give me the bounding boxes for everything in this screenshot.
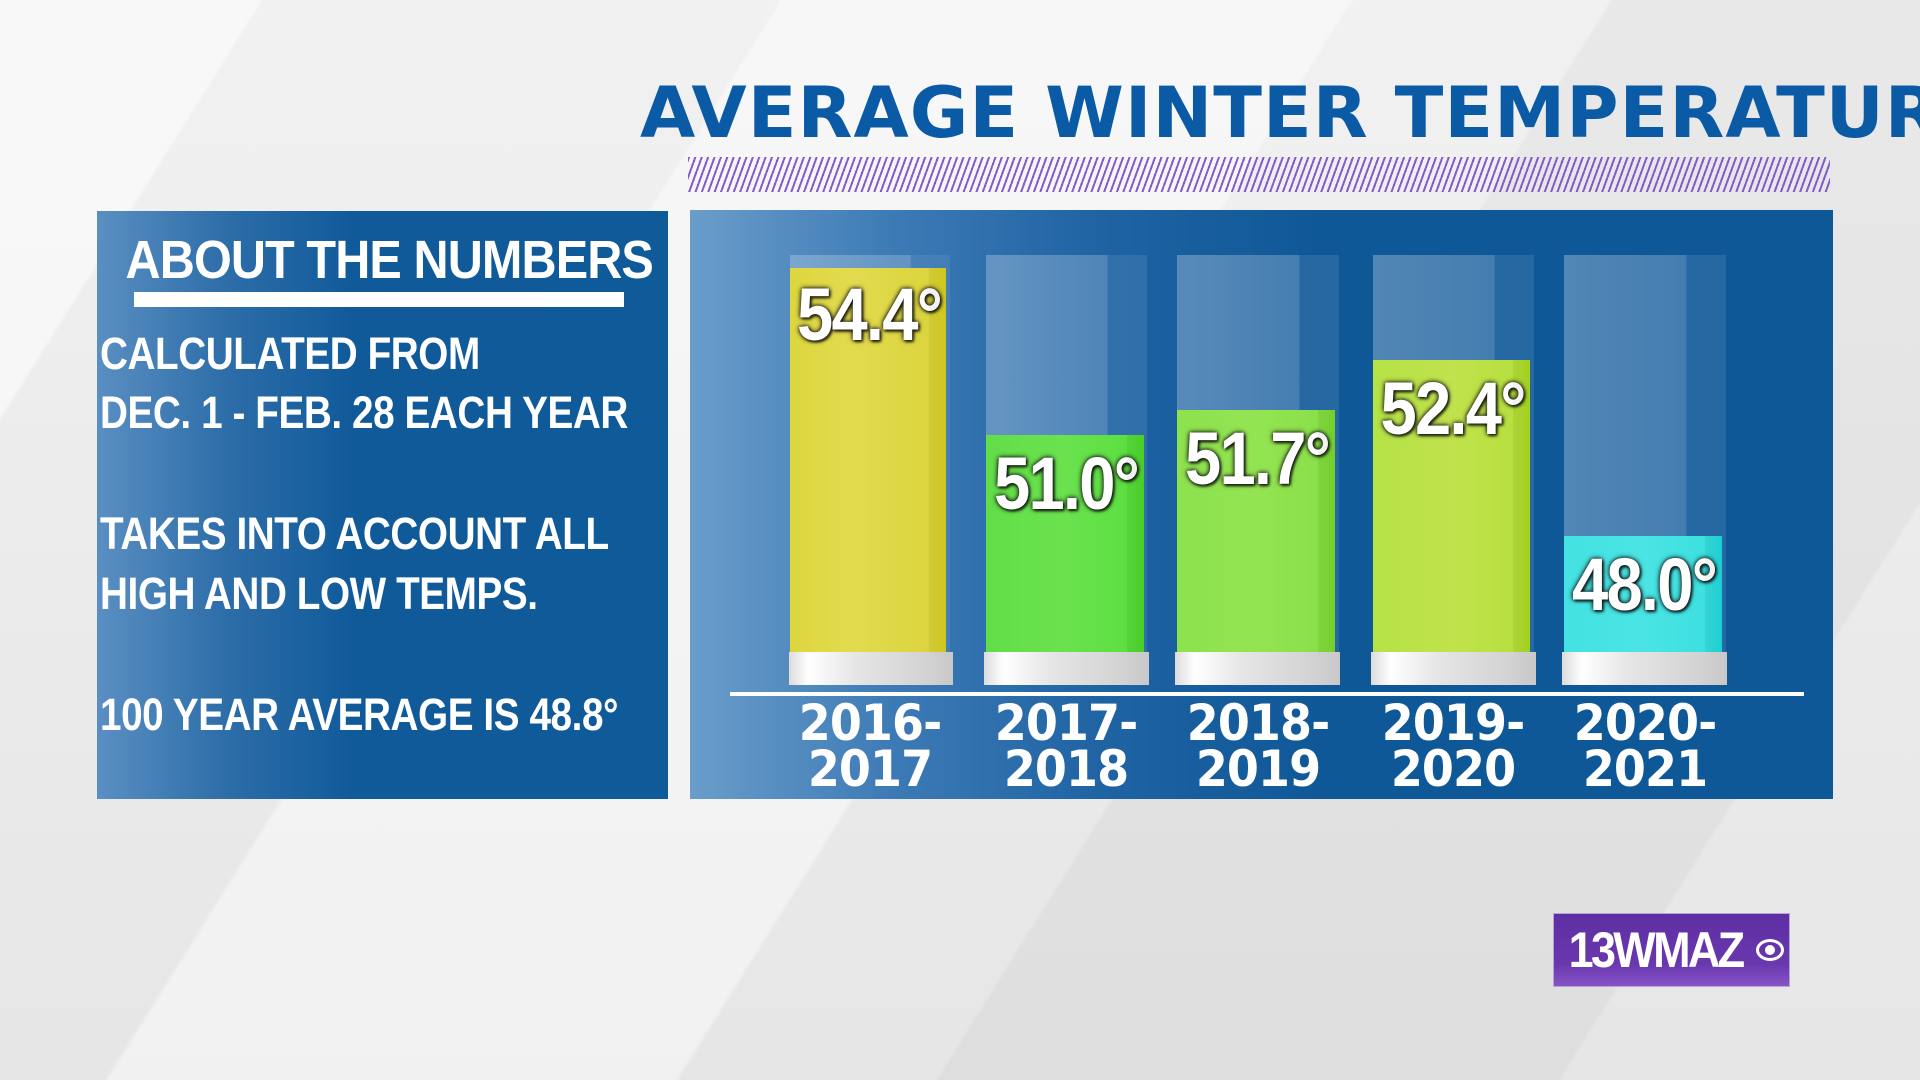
bar-track: 51.0° (986, 255, 1147, 655)
title-hatch-divider (688, 157, 1830, 192)
bar-fill: 52.4° (1373, 360, 1530, 655)
x-axis-line (730, 692, 1804, 696)
x-axis-label: 2018- 2019 (1166, 694, 1350, 798)
bar-fill: 48.0° (1564, 536, 1722, 655)
info-line: TAKES INTO ACCOUNT ALL (100, 508, 609, 559)
x-axis-label: 2019- 2020 (1361, 694, 1545, 798)
x-label-line: 2017 (807, 740, 933, 798)
info-line: 100 YEAR AVERAGE IS 48.8° (100, 689, 619, 740)
logo-text: 13WMAZ (1568, 922, 1745, 978)
x-label-line: 2018- (1186, 694, 1330, 752)
about-the-numbers-panel: ABOUT THE NUMBERS CALCULATED FROM DEC. 1… (97, 211, 668, 799)
bar-value-label: 51.0° (994, 442, 1140, 525)
x-label-line: 2020- (1573, 694, 1717, 752)
bar-pedestal (984, 652, 1149, 685)
info-line: DEC. 1 - FEB. 28 EACH YEAR (100, 387, 628, 438)
station-logo: 13WMAZ (1553, 913, 1790, 987)
bar-fill: 51.0° (986, 435, 1144, 655)
bar-value-label: 52.4° (1380, 367, 1527, 450)
bar-value-label: 51.7° (1185, 417, 1331, 500)
x-axis-label: 2017- 2018 (974, 694, 1158, 798)
info-heading: ABOUT THE NUMBERS (125, 230, 654, 290)
bar-pedestal (1175, 652, 1340, 685)
bar-value-label: 54.4° (797, 273, 943, 356)
bar-track: 48.0° (1564, 255, 1726, 655)
chart-title: AVERAGE WINTER TEMPERATURE (640, 72, 1920, 154)
bar-track: 52.4° (1373, 255, 1534, 655)
x-axis-label: 2016- 2017 (778, 694, 962, 798)
info-heading-underline (134, 292, 624, 307)
x-label-line: 2020 (1390, 740, 1516, 798)
bar-pedestal (1371, 652, 1536, 685)
bar-fill: 51.7° (1177, 410, 1335, 655)
x-label-line: 2021 (1582, 740, 1708, 798)
x-label-line: 2017- (994, 694, 1138, 752)
cbs-eye-icon (1756, 939, 1785, 961)
x-axis-label: 2020- 2021 (1553, 694, 1737, 798)
bar-track: 54.4° (790, 255, 950, 655)
x-label-line: 2016- (798, 694, 942, 752)
bar-chart-panel: 54.4° 51.0° 51.7° 52.4° 48.0° 2016- 2017… (690, 210, 1833, 799)
x-label-line: 2018 (1003, 740, 1129, 798)
info-line: CALCULATED FROM (100, 328, 480, 379)
x-label-line: 2019 (1195, 740, 1321, 798)
bar-pedestal (789, 652, 953, 685)
bar-fill: 54.4° (790, 268, 947, 655)
x-label-line: 2019- (1381, 694, 1525, 752)
bar-pedestal (1562, 652, 1727, 685)
bar-track: 51.7° (1177, 255, 1339, 655)
info-line: HIGH AND LOW TEMPS. (100, 568, 538, 619)
bar-value-label: 48.0° (1572, 543, 1718, 626)
